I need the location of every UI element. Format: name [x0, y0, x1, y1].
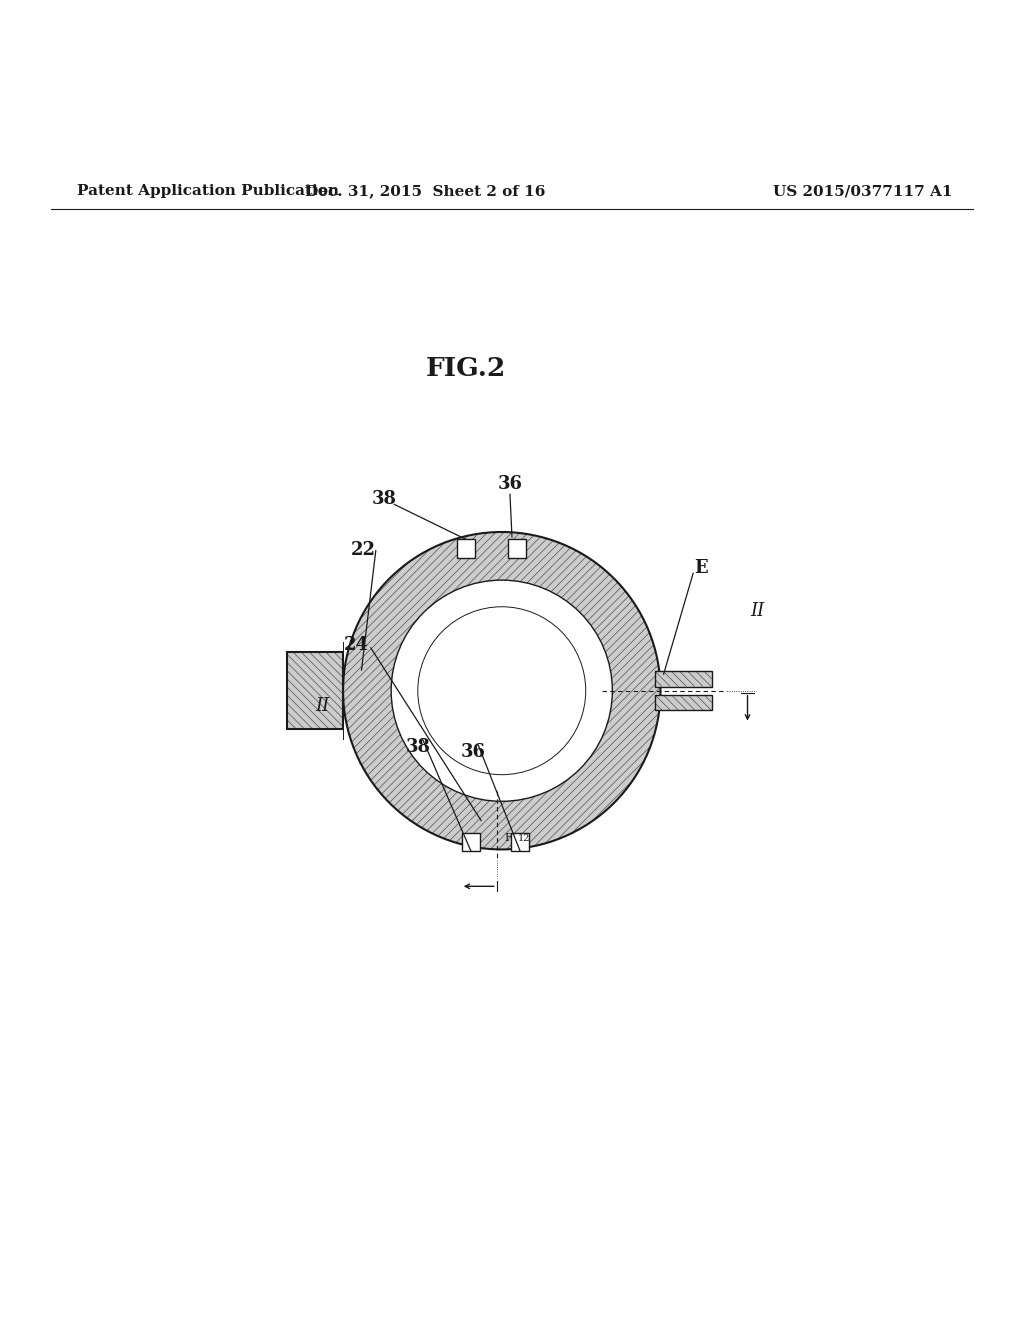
Text: 38: 38	[406, 738, 430, 756]
Text: 36: 36	[498, 475, 522, 492]
Bar	[462, 833, 480, 851]
Text: FIG.2: FIG.2	[426, 355, 506, 380]
Text: E: E	[694, 558, 709, 577]
Bar	[655, 672, 712, 686]
Text: II: II	[751, 602, 765, 620]
Bar	[508, 540, 526, 558]
Text: 38: 38	[372, 490, 396, 508]
Circle shape	[410, 598, 594, 783]
Text: 36: 36	[461, 743, 485, 762]
Bar	[287, 652, 343, 729]
Text: 24: 24	[344, 636, 369, 653]
Text: Dec. 31, 2015  Sheet 2 of 16: Dec. 31, 2015 Sheet 2 of 16	[305, 183, 545, 198]
Text: Patent Application Publication: Patent Application Publication	[77, 183, 339, 198]
Text: 22: 22	[351, 541, 376, 560]
Text: 12: 12	[518, 834, 530, 843]
Bar	[655, 672, 712, 686]
Circle shape	[391, 579, 612, 801]
Bar	[655, 694, 712, 710]
Circle shape	[410, 598, 594, 783]
Bar	[457, 540, 475, 558]
Text: F: F	[504, 833, 512, 843]
Circle shape	[418, 607, 586, 775]
Circle shape	[343, 532, 660, 850]
Text: US 2015/0377117 A1: US 2015/0377117 A1	[773, 183, 952, 198]
Text: II: II	[315, 697, 330, 715]
Bar	[287, 652, 343, 729]
Bar	[511, 833, 529, 851]
Bar	[655, 694, 712, 710]
